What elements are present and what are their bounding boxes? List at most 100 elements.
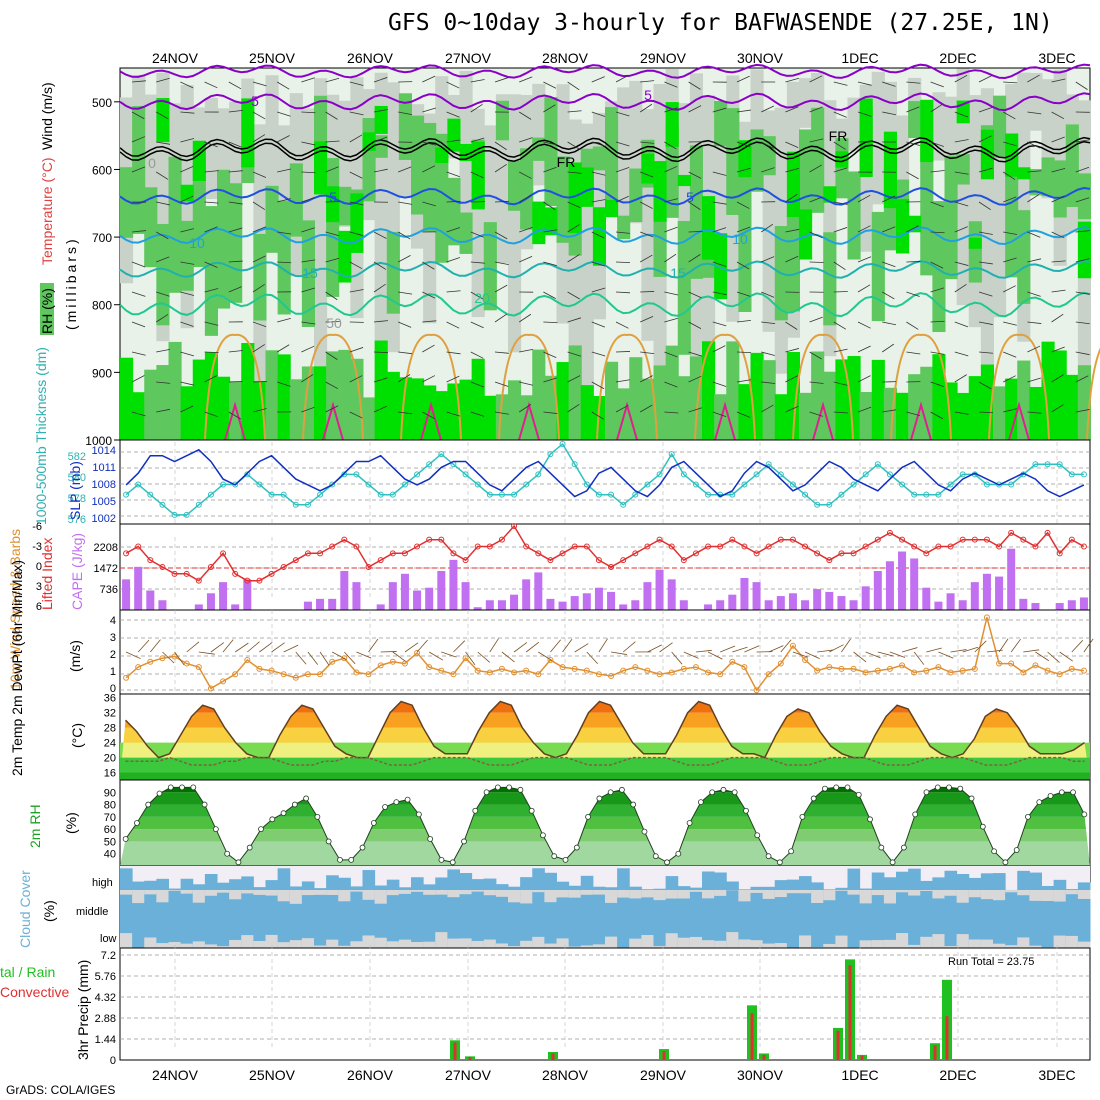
rh-green-cell: [968, 221, 982, 283]
wind-barb: [204, 141, 218, 148]
wind-barb: [954, 139, 969, 143]
rh-point: [528, 807, 535, 814]
wind10m-barb: [1047, 651, 1060, 663]
rh-lower-cell: [144, 369, 158, 440]
wind-barb: [761, 105, 775, 113]
cloud-low-gap: [483, 939, 497, 948]
lifted-index-point: [486, 543, 493, 550]
temp-line: [124, 700, 1085, 759]
cloud-high-bar: [1017, 870, 1030, 890]
cloud-high-bar: [156, 878, 169, 890]
cloud-mid-gap: [192, 890, 206, 903]
wind10m-barb: [829, 644, 844, 653]
wind-barb: [276, 344, 290, 353]
cloud-high-bar: [726, 881, 739, 890]
wind-series: [123, 614, 1094, 694]
cape-bar: [837, 596, 846, 610]
wind-barb: [640, 254, 653, 263]
contour-25: [792, 333, 854, 441]
cape-bar: [970, 582, 979, 610]
slp-tick-label: 1002: [92, 513, 116, 525]
rh-bright-cell: [702, 196, 716, 260]
wind-barb: [1075, 351, 1090, 356]
thickness-point: [341, 471, 348, 478]
wind-barb: [785, 77, 799, 83]
wind-speed-point: [486, 669, 493, 676]
rh-green-cell: [1029, 169, 1043, 196]
cloud-low-gap: [871, 940, 885, 948]
rh-mid-cell: [508, 94, 522, 353]
wind-gridlines: [120, 610, 1090, 700]
wind-barb: [978, 201, 991, 211]
cloud-high-bar: [386, 879, 400, 890]
wind-barb: [156, 381, 171, 384]
wind-barb: [301, 287, 315, 293]
wind-speed-point: [620, 667, 627, 674]
wind-barb: [494, 231, 508, 240]
pressure-tick-label: 800: [92, 299, 112, 313]
precip-axis-ticks: 7.25.764.322.881.440: [95, 950, 116, 1067]
rh-point: [449, 859, 456, 866]
rh-green-cell: [677, 221, 691, 355]
cloud-low-gap: [677, 937, 691, 948]
wind-barb: [349, 201, 364, 206]
cloud-mid-bar: [786, 890, 800, 920]
cape-bar: [437, 571, 446, 610]
wind10m-barb: [1059, 651, 1074, 662]
cloud-mid-gap: [1017, 890, 1030, 896]
thickness-point: [474, 481, 481, 488]
wind-barb: [301, 374, 314, 383]
cape-bar: [497, 600, 506, 610]
cloud-mid-gap: [459, 890, 473, 895]
cloud-low-gap: [398, 939, 412, 948]
cloud-mid-bar: [253, 890, 266, 920]
rh-point: [607, 789, 614, 796]
rh-lower-cell: [338, 349, 352, 440]
rh-green-cell: [338, 186, 352, 226]
cloud-mid-gap: [338, 890, 351, 902]
wind-barb: [736, 167, 751, 173]
wind10m-barb: [234, 642, 249, 653]
top-date-label: 29NOV: [640, 50, 687, 66]
rh-green-cell: [944, 155, 958, 280]
cape-bar: [825, 591, 834, 610]
rh-bright-cell: [592, 207, 606, 266]
cloud-mid-gap: [871, 890, 885, 896]
cloud-low-bar: [411, 920, 424, 948]
cloud-high-bar: [629, 886, 642, 890]
rh-bright-cell: [532, 201, 546, 245]
wind-barb: [1075, 409, 1090, 413]
lifted-index-point: [426, 536, 433, 543]
contour-label: FR: [829, 128, 848, 144]
cape-bar: [534, 572, 543, 610]
cape-bar: [982, 573, 991, 610]
wind-barb: [398, 291, 413, 295]
wind-barb: [156, 141, 171, 145]
temp-tick-label: 28: [104, 723, 116, 735]
rh-lower-cell: [180, 386, 194, 440]
thickness-point: [232, 481, 239, 488]
rh2m-unit-label: (%): [63, 812, 79, 834]
wind-barb: [373, 377, 388, 383]
wind-barb: [930, 170, 945, 173]
thickness-point: [329, 481, 336, 488]
wind-barb: [761, 256, 775, 263]
thickness-point: [135, 481, 142, 488]
wind-barb: [252, 111, 266, 120]
cloud-high-bar: [544, 872, 557, 890]
cloud-mid-gap: [1005, 890, 1018, 893]
wind10m-barb: [271, 642, 285, 653]
wind-barb: [978, 411, 994, 414]
rh-point: [799, 813, 806, 820]
rh-bright-cell: [823, 186, 837, 203]
cloud-low-bar: [217, 920, 230, 948]
wind10m-barb: [744, 645, 760, 653]
contour-label: 15: [302, 265, 318, 281]
rh-green-cell: [326, 158, 340, 297]
rh-green-cell: [132, 106, 146, 234]
wind-barb: [809, 164, 822, 173]
wind-speed-point: [426, 664, 433, 671]
wind-barb: [325, 291, 338, 301]
slp-axis-label: SLP (mb): [67, 461, 83, 520]
lifted-index-point: [414, 543, 421, 550]
